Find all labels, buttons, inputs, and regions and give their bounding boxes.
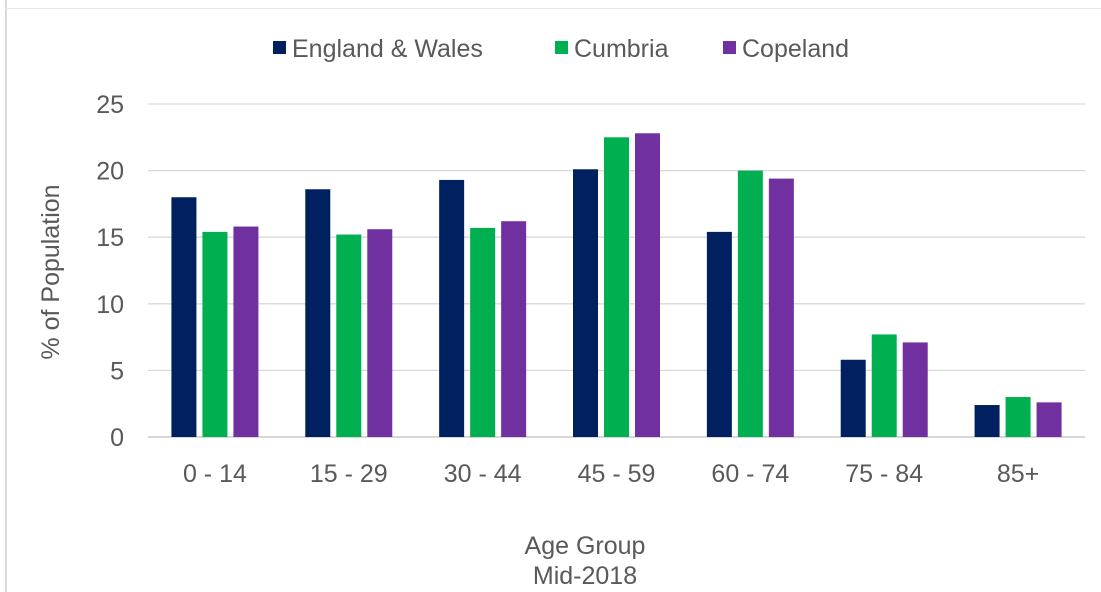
bar-copeland-3 [635, 133, 660, 437]
bar-cumbria-3 [604, 137, 629, 438]
legend-label-1: Cumbria [574, 35, 669, 63]
bar-copeland-1 [367, 229, 393, 437]
y-tick-label-15: 15 [96, 224, 124, 252]
bar-cumbria-6 [1005, 397, 1031, 437]
legend-label-0: England & Wales [292, 35, 483, 63]
bar-england-wales-5 [840, 359, 866, 437]
x-axis-label: Age Group [525, 532, 646, 560]
x-tick-label-2: 30 - 44 [444, 460, 522, 488]
bar-cumbria-1 [336, 234, 362, 437]
bar-cumbria-4 [737, 170, 763, 437]
y-tick-label-25: 25 [96, 91, 124, 119]
x-tick-label-4: 60 - 74 [711, 460, 789, 488]
bar-copeland-6 [1036, 402, 1062, 437]
bar-copeland-4 [768, 178, 794, 438]
legend-label-2: Copeland [742, 35, 849, 63]
frame-border-top [5, 8, 1101, 9]
x-tick-label-6: 85+ [997, 460, 1039, 488]
legend-swatch-0 [273, 41, 286, 54]
bar-cumbria-2 [470, 227, 496, 437]
bar-england-wales-0 [171, 197, 197, 437]
bar-cumbria-0 [202, 231, 228, 437]
bar-england-wales-4 [706, 231, 732, 437]
y-tick-label-10: 10 [96, 291, 124, 319]
bar-england-wales-2 [439, 179, 465, 437]
y-tick-label-20: 20 [96, 158, 124, 186]
x-tick-label-0: 0 - 14 [183, 460, 247, 488]
y-tick-label-0: 0 [110, 424, 124, 452]
bars [171, 133, 1062, 438]
bar-copeland-0 [233, 226, 259, 437]
legend: England & Wales Cumbria Copeland [273, 35, 849, 63]
bar-copeland-5 [902, 342, 928, 437]
bar-cumbria-5 [871, 334, 897, 437]
y-tick-label-5: 5 [110, 357, 124, 385]
y-axis-label: % of Population [37, 184, 65, 359]
legend-swatch-1 [555, 41, 568, 54]
legend-swatch-2 [723, 41, 736, 54]
bar-england-wales-3 [573, 169, 598, 437]
x-tick-label-1: 15 - 29 [310, 460, 388, 488]
bar-copeland-2 [501, 221, 527, 437]
x-tick-label-3: 45 - 59 [578, 460, 656, 488]
bar-england-wales-6 [974, 405, 1000, 437]
x-axis-sublabel: Mid-2018 [533, 562, 637, 590]
bar-england-wales-1 [305, 189, 331, 437]
y-axis-tick-labels: 0 5 10 15 20 25 [96, 91, 124, 452]
frame-border-left [5, 0, 7, 592]
x-tick-label-5: 75 - 84 [845, 460, 923, 488]
x-axis-tick-labels: 0 - 14 15 - 29 30 - 44 45 - 59 60 - 74 75 - 8… [183, 460, 1039, 488]
